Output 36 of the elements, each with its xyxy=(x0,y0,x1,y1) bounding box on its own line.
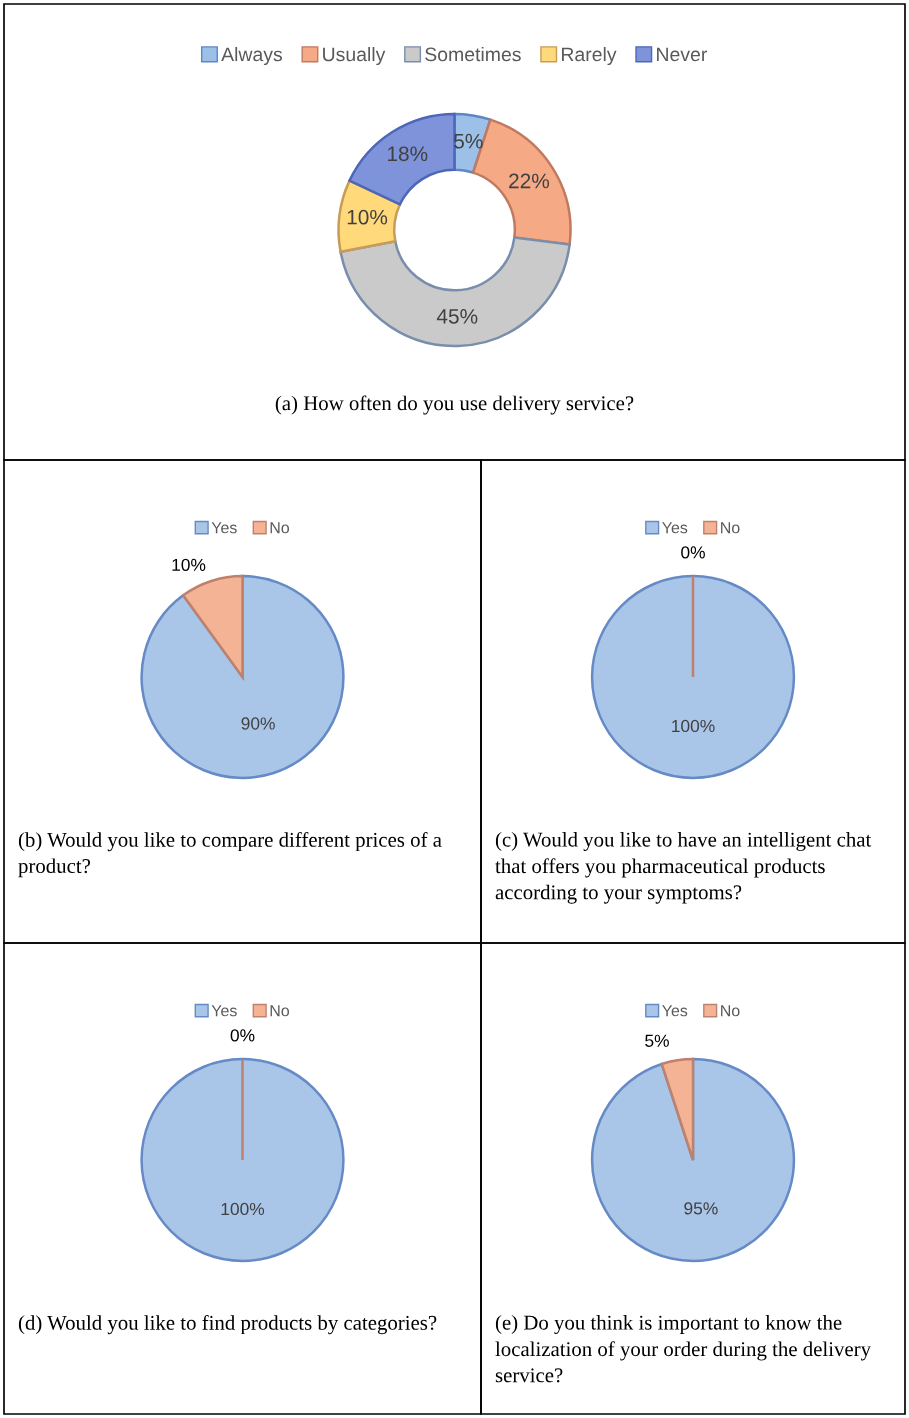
legend-label: No xyxy=(270,1005,290,1017)
legend-label: No xyxy=(270,522,290,534)
data-label: 100% xyxy=(221,1202,265,1216)
donut-slice xyxy=(339,236,571,348)
text: 0% xyxy=(681,546,705,559)
text: (e) Do you think is important to know the localization of your order during the delivery service? xyxy=(495,1315,871,1383)
data-label: 22% xyxy=(509,173,550,189)
data-label: 18% xyxy=(388,146,428,162)
text: (a) How often do you use delivery service? xyxy=(275,395,634,415)
pie-slice xyxy=(590,1057,796,1263)
data-label: 45% xyxy=(436,309,478,324)
legend-label: Never xyxy=(657,47,707,62)
legend-label: Yes xyxy=(662,522,688,534)
data-label: 100% xyxy=(672,719,715,733)
legend-label: Yes xyxy=(211,522,237,534)
data-label: 95% xyxy=(684,1202,718,1215)
donut-slice xyxy=(337,179,402,253)
legend-label: No xyxy=(721,1005,740,1017)
legend-label: Sometimes xyxy=(425,46,521,62)
pie-slice xyxy=(660,1057,695,1162)
donut-slice xyxy=(348,112,456,206)
text: (c) Would you like to have an intelligent chat that offers you pharmaceutical products according to your symptoms? xyxy=(495,832,872,904)
legend-label: Always xyxy=(221,46,283,66)
text: 0% xyxy=(230,1029,255,1042)
data-label: 10% xyxy=(172,558,206,571)
data-label: 90% xyxy=(241,717,275,730)
legend-label: Yes xyxy=(662,1005,688,1017)
legend-label: Usually xyxy=(323,46,386,66)
legend-label: Yes xyxy=(211,1005,237,1017)
data-label: 10% xyxy=(347,209,388,225)
text: (d) Would you like to find products by categories? xyxy=(18,1315,437,1335)
legend-label: Rarely xyxy=(561,46,617,66)
data-label: 5% xyxy=(645,1034,669,1047)
data-label: 5% xyxy=(454,133,483,149)
text: (b) Would you like to compare different prices of a product? xyxy=(18,832,442,878)
legend-label: No xyxy=(721,522,740,534)
